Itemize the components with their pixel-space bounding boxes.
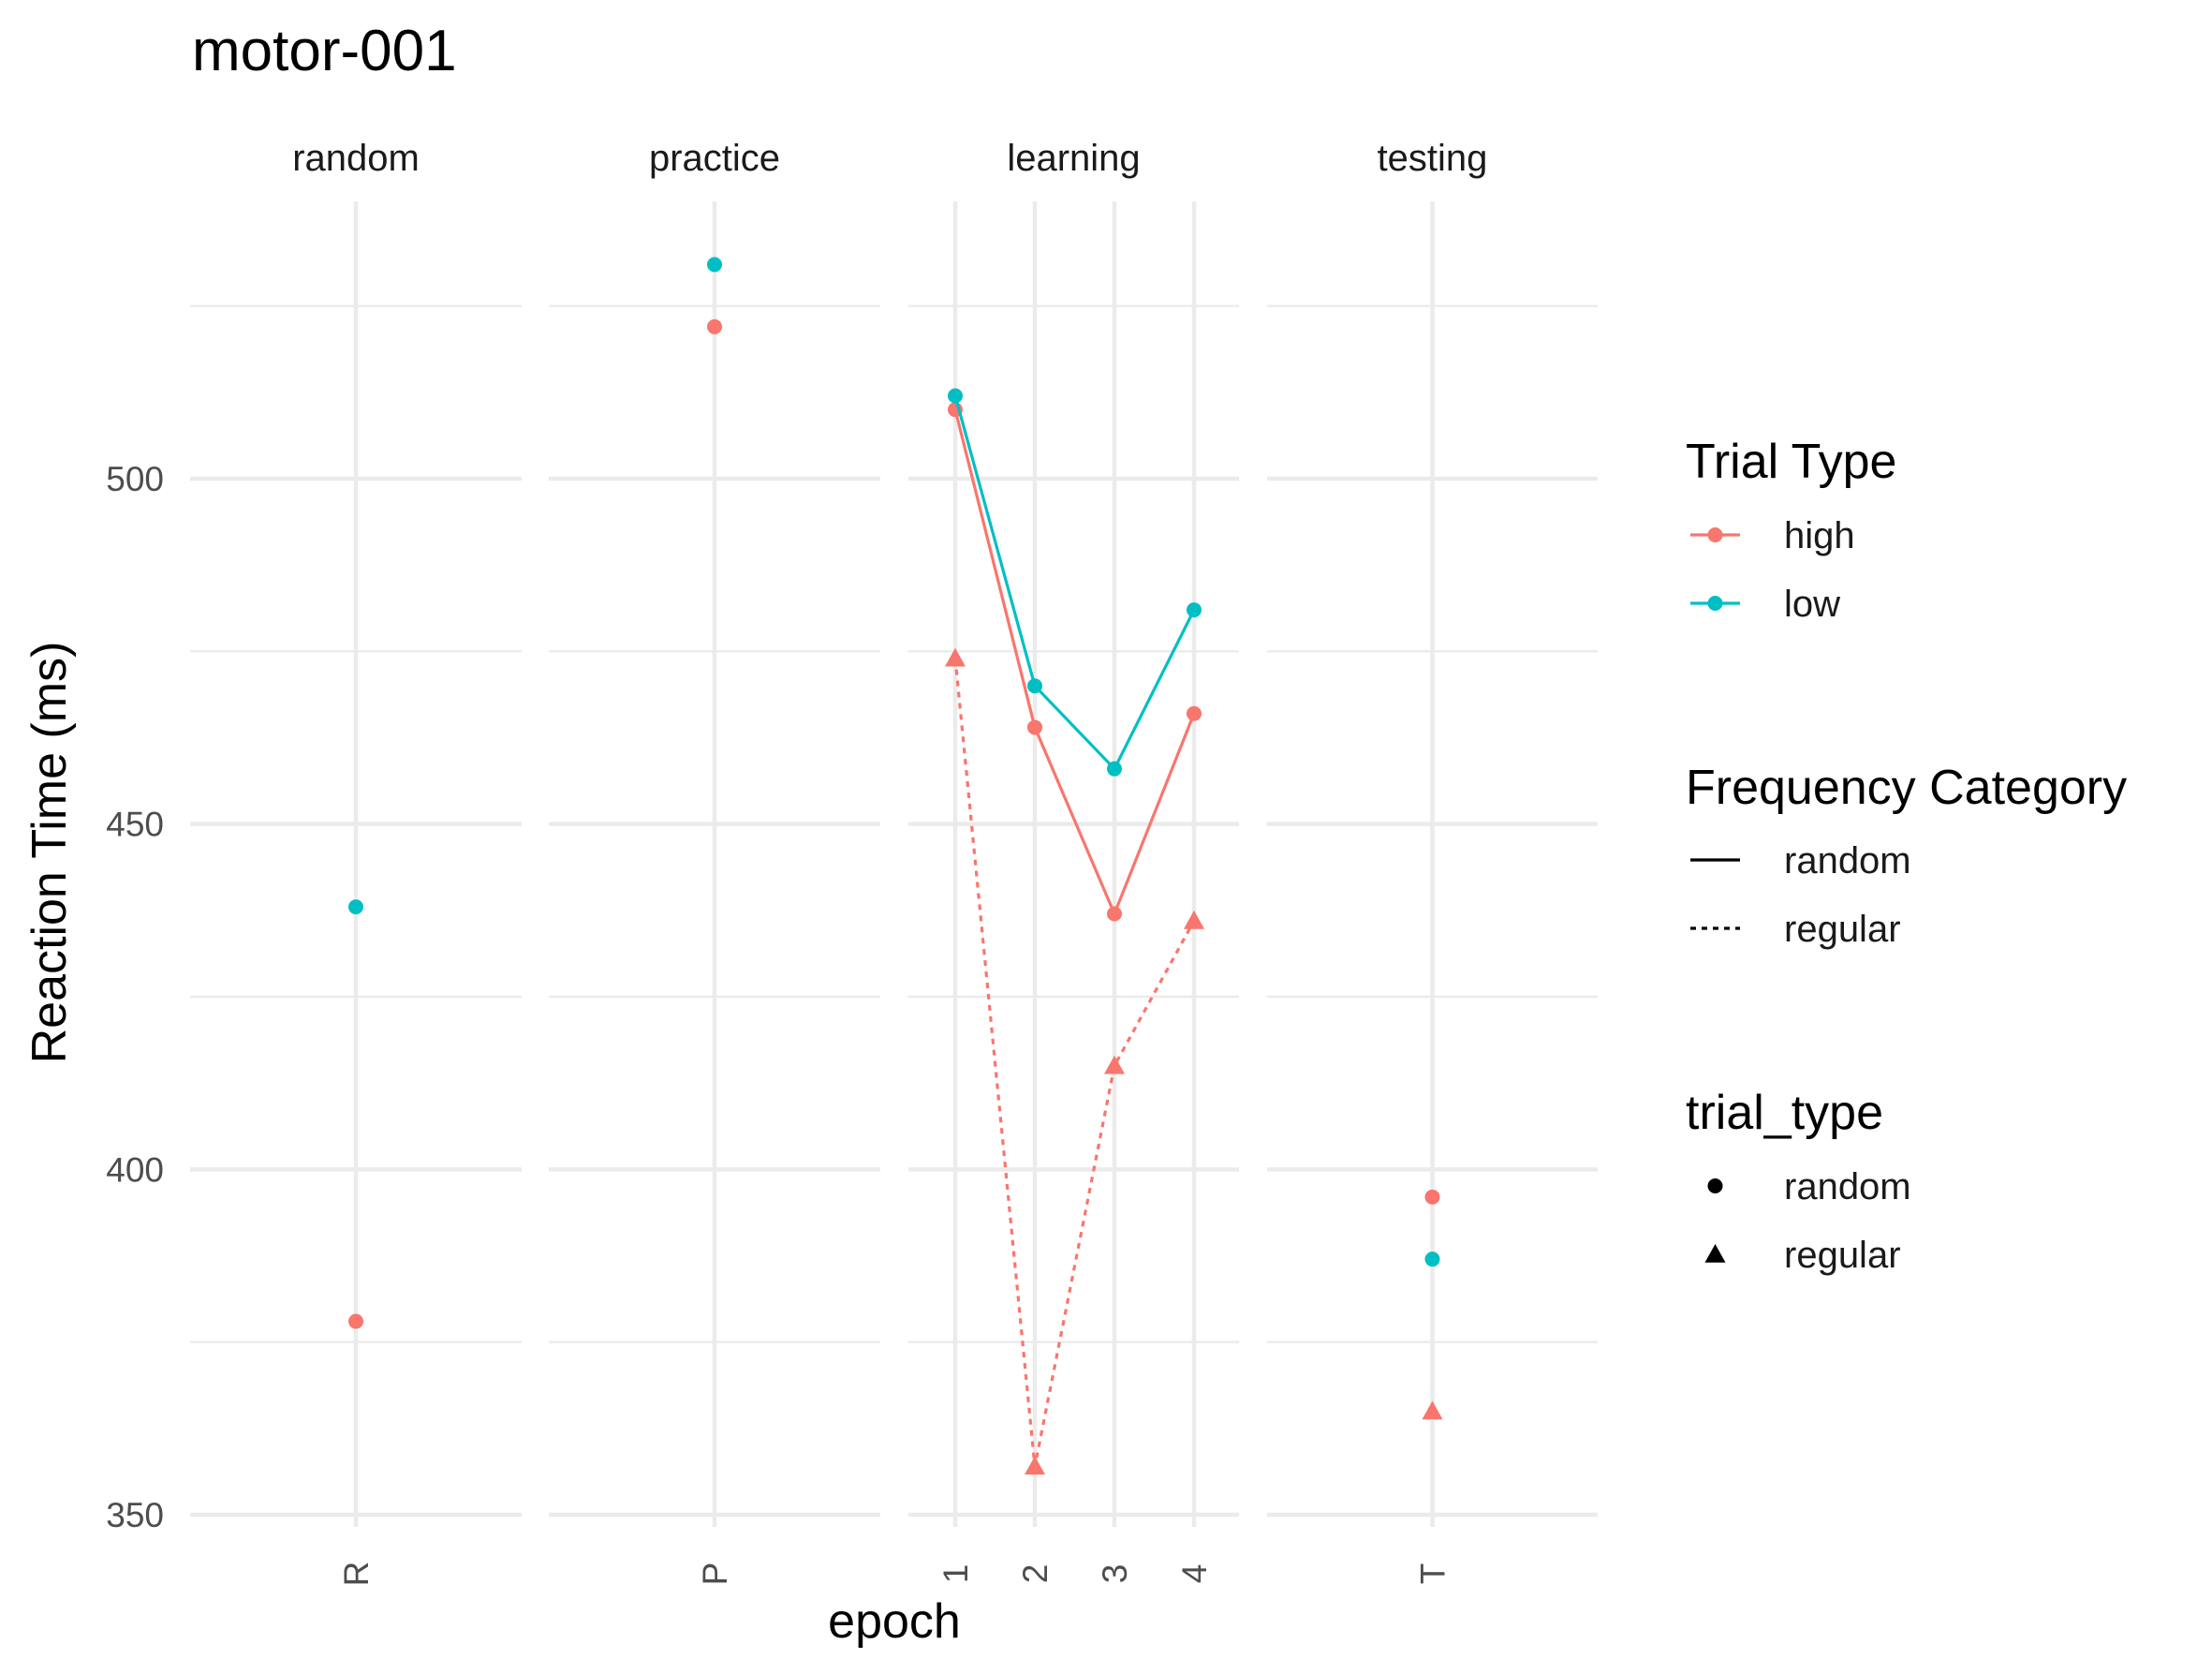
y-tick-label: 350: [106, 1496, 164, 1534]
x-tick-label: 2: [1016, 1564, 1054, 1584]
data-point: [1424, 1189, 1440, 1205]
legend-item-label: regular: [1784, 909, 1901, 950]
data-point: [1187, 602, 1202, 618]
data-point: [948, 388, 963, 404]
data-point: [707, 318, 722, 334]
series-practice-low-random: [707, 257, 722, 273]
data-point: [348, 899, 363, 915]
series-testing-high-random: [1424, 1189, 1440, 1205]
legend-item-label: low: [1784, 584, 1840, 625]
legend-item-label: regular: [1784, 1235, 1901, 1276]
series-line: [953, 658, 1196, 1468]
legend: Trial Type high low Frequency Category rando…: [1686, 435, 2127, 1276]
x-tick-label: R: [337, 1562, 376, 1587]
series-random-low-random: [348, 899, 363, 915]
series-testing-low-random: [1424, 1252, 1440, 1267]
data-point-triangle: [1184, 910, 1204, 929]
series-testing-high-regular: [1422, 1400, 1443, 1420]
y-tick-label: 400: [106, 1150, 164, 1189]
x-axis-label: epoch: [828, 1594, 961, 1649]
legend-item-label: random: [1784, 1166, 1911, 1207]
data-point: [1027, 678, 1042, 694]
data-point-triangle: [1104, 1055, 1125, 1074]
legend-linetype: Frequency Category random regular: [1686, 761, 2127, 950]
facet-panel-testing: testing T: [1267, 138, 1598, 1584]
data-point-triangle: [1025, 1456, 1045, 1475]
facet-label-practice: practice: [649, 138, 780, 179]
y-tick-label: 500: [106, 460, 164, 498]
legend-key-circle: [1707, 1178, 1723, 1193]
facet-panel-practice: practice P: [549, 138, 880, 1585]
series-learning-high-regular: [945, 647, 1204, 1475]
data-point: [1107, 906, 1122, 922]
x-tick-label: P: [696, 1563, 734, 1586]
facet-label-testing: testing: [1378, 138, 1488, 179]
data-point: [1187, 705, 1202, 721]
series-random-high-random: [348, 1313, 363, 1329]
data-point-triangle: [945, 647, 966, 667]
legend-item-label: random: [1784, 840, 1911, 881]
x-tick-label: T: [1414, 1563, 1453, 1585]
series-line: [953, 395, 1196, 771]
data-point-triangle: [1422, 1400, 1443, 1420]
chart-marks: [348, 257, 1443, 1475]
legend-key-point: [1707, 596, 1723, 611]
legend-title: Frequency Category: [1686, 761, 2127, 815]
series-practice-high-random: [707, 318, 722, 334]
y-axis-ticks: 350 400 450 500: [106, 460, 164, 1534]
facet-panel-learning: learning 1 2 3 4: [908, 138, 1239, 1583]
legend-item-label: high: [1784, 515, 1855, 556]
legend-title: trial_type: [1686, 1086, 1883, 1140]
data-point: [1107, 761, 1122, 777]
facet-label-learning: learning: [1007, 138, 1140, 179]
legend-key-triangle: [1704, 1244, 1726, 1263]
legend-color: Trial Type high low: [1686, 435, 1896, 625]
x-tick-label: 3: [1096, 1564, 1134, 1584]
data-point: [1424, 1252, 1440, 1267]
legend-title: Trial Type: [1686, 435, 1896, 489]
data-point: [348, 1313, 363, 1329]
series-line: [953, 408, 1196, 916]
legend-key-point: [1707, 527, 1723, 542]
x-tick-label: 1: [936, 1564, 975, 1584]
x-tick-label: 4: [1175, 1564, 1214, 1584]
chart-title: motor-001: [192, 19, 457, 83]
facet-panel-random: random R: [190, 138, 522, 1586]
y-axis-label: Reaction Time (ms): [22, 642, 77, 1064]
data-point: [707, 257, 722, 273]
y-tick-label: 450: [106, 806, 164, 844]
facet-label-random: random: [292, 138, 420, 179]
series-learning-low-random: [948, 388, 1202, 777]
data-point: [1027, 719, 1042, 735]
